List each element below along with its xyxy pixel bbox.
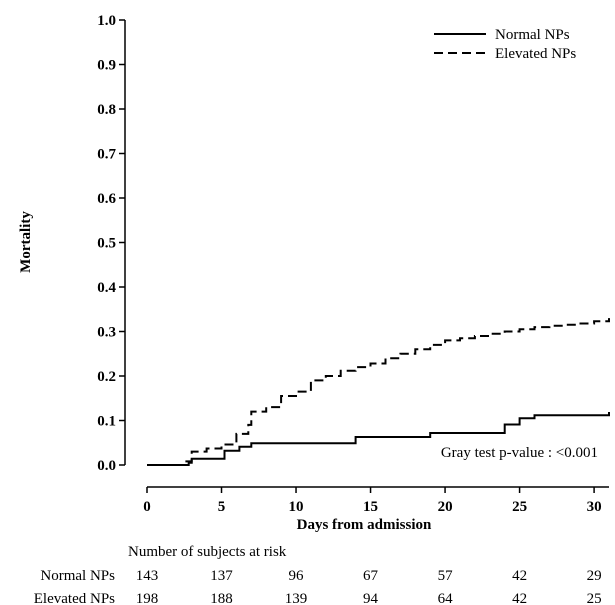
x-tick-label: 10	[289, 499, 304, 515]
gray-test-annotation: Gray test p-value : <0.001	[441, 445, 598, 461]
x-tick-label: 25	[512, 499, 527, 515]
y-tick-label: 0.9	[97, 58, 116, 74]
x-tick-label: 30	[587, 499, 602, 515]
y-tick-label: 0.2	[97, 369, 116, 385]
legend-label-elevated-nps: Elevated NPs	[495, 46, 576, 62]
x-tick-label: 15	[363, 499, 378, 515]
series-line-elevated-nps	[147, 318, 610, 466]
y-tick-label: 0.0	[97, 458, 116, 474]
risk-value: 96	[289, 568, 305, 584]
risk-value: 188	[210, 591, 233, 605]
series-layer	[147, 318, 610, 466]
y-tick-label: 0.5	[97, 236, 116, 252]
x-tick-label: 5	[218, 499, 226, 515]
risk-row-label-elevated-nps: Elevated NPs	[34, 591, 115, 605]
y-axis-ticks: 0.0 0.1 0.2 0.3 0.4 0.5 0.6 0.7 0.8 0.9 1.0	[97, 13, 125, 474]
risk-row-label-normal-nps: Normal NPs	[40, 568, 115, 584]
risk-value: 139	[285, 591, 308, 605]
risk-value: 42	[512, 568, 527, 584]
risk-value: 25	[587, 591, 602, 605]
y-tick-label: 0.4	[97, 280, 116, 296]
risk-table-title: Number of subjects at risk	[128, 544, 287, 560]
legend-label-normal-nps: Normal NPs	[495, 27, 570, 43]
y-tick-label: 0.6	[97, 191, 116, 207]
risk-table-values: 143 137 96 67 57 42 29 198 188 139 94 64 42 25	[136, 568, 602, 605]
x-tick-label: 20	[438, 499, 453, 515]
x-tick-label: 0	[143, 499, 151, 515]
risk-value: 64	[438, 591, 454, 605]
y-tick-label: 0.7	[97, 147, 116, 163]
risk-value: 42	[512, 591, 527, 605]
x-axis-ticks: 0 5 10 15 20 25 30	[143, 487, 602, 515]
risk-value: 67	[363, 568, 379, 584]
risk-table: Number of subjects at risk Normal NPs El…	[34, 544, 602, 605]
risk-value: 143	[136, 568, 159, 584]
y-tick-label: 0.8	[97, 102, 116, 118]
y-tick-label: 1.0	[97, 13, 116, 29]
legend: Normal NPs Elevated NPs	[434, 27, 576, 62]
risk-value: 94	[363, 591, 379, 605]
risk-value: 57	[438, 568, 454, 584]
y-axis-label: Mortality	[18, 211, 34, 273]
axes	[124, 20, 609, 488]
y-tick-label: 0.1	[97, 414, 116, 430]
risk-value: 137	[210, 568, 233, 584]
x-axis-label: Days from admission	[297, 517, 432, 533]
y-tick-label: 0.3	[97, 325, 116, 341]
risk-value: 198	[136, 591, 159, 605]
risk-value: 29	[587, 568, 602, 584]
